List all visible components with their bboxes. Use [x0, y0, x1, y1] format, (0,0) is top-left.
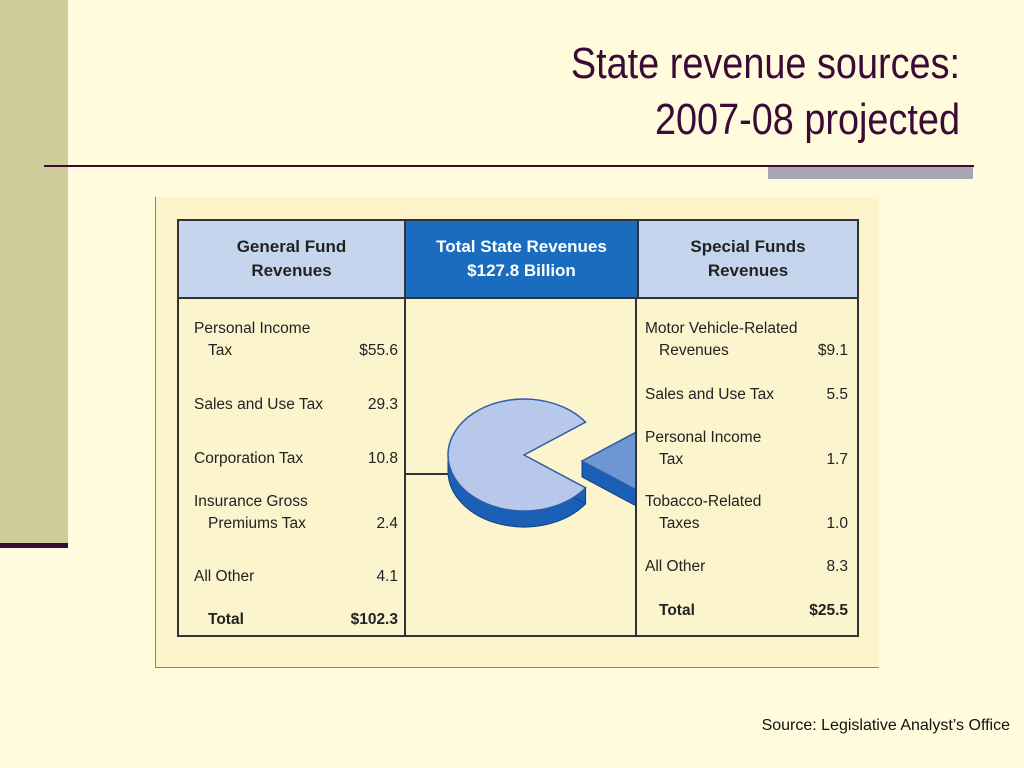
total-label: Total	[208, 611, 244, 628]
row-value: 8.3	[826, 558, 848, 575]
row-value: 5.5	[826, 386, 848, 403]
pie-slice-general-fund	[447, 398, 587, 512]
title-rule	[44, 165, 974, 167]
general-fund-row-all-other: All Other 4.1	[194, 566, 398, 588]
row-value: 2.4	[376, 515, 398, 532]
special-funds-row-tobacco: Tobacco-Related Taxes 1.0	[645, 491, 848, 535]
row-label-cont: Premiums Tax	[208, 515, 306, 532]
row-label: Personal Income	[645, 429, 762, 446]
row-label: Sales and Use Tax	[645, 386, 774, 403]
row-label: Motor Vehicle-Related	[645, 320, 798, 337]
row-label-cont: Revenues	[659, 342, 729, 359]
row-value: $9.1	[817, 342, 848, 359]
row-label: All Other	[194, 568, 255, 585]
row-label-cont: Tax	[208, 342, 233, 359]
source-note: Source: Legislative Analyst’s Office	[761, 717, 1010, 734]
row-value: 1.0	[826, 515, 848, 532]
general-fund-row-insurance: Insurance Gross Premiums Tax 2.4	[194, 491, 398, 535]
general-fund-header-line-1: General Fund	[236, 237, 347, 256]
special-funds-row-personal-income: Personal Income Tax 1.7	[645, 427, 848, 471]
special-funds-header: Special Funds Revenues	[637, 221, 857, 299]
special-funds-row-all-other: All Other 8.3	[645, 556, 848, 578]
special-funds-total-row: Total $25.5	[645, 600, 848, 622]
revenue-figure: General Fund Revenues Total State Revenu…	[155, 197, 879, 668]
total-revenues-header-line-2: $127.8 Billion	[467, 261, 576, 280]
special-funds-row-sales-use: Sales and Use Tax 5.5	[645, 384, 848, 406]
row-label: Sales and Use Tax	[194, 396, 323, 413]
row-label-cont: Tax	[659, 451, 684, 468]
general-fund-total-row: Total $102.3	[194, 609, 398, 631]
general-fund-row-personal-income: Personal Income Tax $55.6	[194, 318, 398, 362]
row-value: 4.1	[376, 568, 398, 585]
title-line-1: State revenue sources:	[570, 39, 960, 88]
row-value: $55.6	[359, 342, 398, 359]
total-value: $102.3	[350, 611, 398, 628]
row-label: Tobacco-Related	[645, 493, 762, 510]
revenue-table: General Fund Revenues Total State Revenu…	[177, 219, 859, 637]
general-fund-header-line-2: Revenues	[251, 261, 332, 280]
general-fund-row-sales-use: Sales and Use Tax 29.3	[194, 394, 398, 416]
general-fund-header: General Fund Revenues	[179, 221, 406, 299]
side-band	[0, 0, 68, 545]
row-label: Personal Income	[194, 320, 311, 337]
total-value: $25.5	[809, 602, 848, 619]
special-funds-header-line-2: Revenues	[707, 261, 789, 280]
row-value: 1.7	[826, 451, 848, 468]
row-label: Insurance Gross	[194, 493, 308, 510]
revenue-pie-chart	[406, 398, 635, 528]
title-line-2: 2007-08 projected	[654, 95, 960, 144]
row-value: 29.3	[367, 396, 398, 413]
special-funds-row-motor-vehicle: Motor Vehicle-Related Revenues $9.1	[645, 318, 848, 362]
title-accent-bar	[768, 167, 973, 179]
general-fund-row-corporation: Corporation Tax 10.8	[194, 448, 398, 470]
total-revenues-header-line-1: Total State Revenues	[436, 237, 607, 256]
slide-title: State revenue sources: 2007-08 projected	[358, 36, 960, 148]
row-label: All Other	[645, 558, 706, 575]
side-band-rule	[0, 543, 68, 548]
total-revenues-header: Total State Revenues $127.8 Billion	[406, 221, 637, 299]
row-label: Corporation Tax	[194, 450, 304, 467]
special-funds-header-line-1: Special Funds	[690, 237, 806, 256]
row-value: 10.8	[367, 450, 398, 467]
column-divider-left	[404, 299, 406, 635]
column-divider-right	[635, 299, 637, 635]
pie-slice-special-funds	[580, 431, 635, 491]
row-label-cont: Taxes	[659, 515, 700, 532]
total-label: Total	[659, 602, 695, 619]
